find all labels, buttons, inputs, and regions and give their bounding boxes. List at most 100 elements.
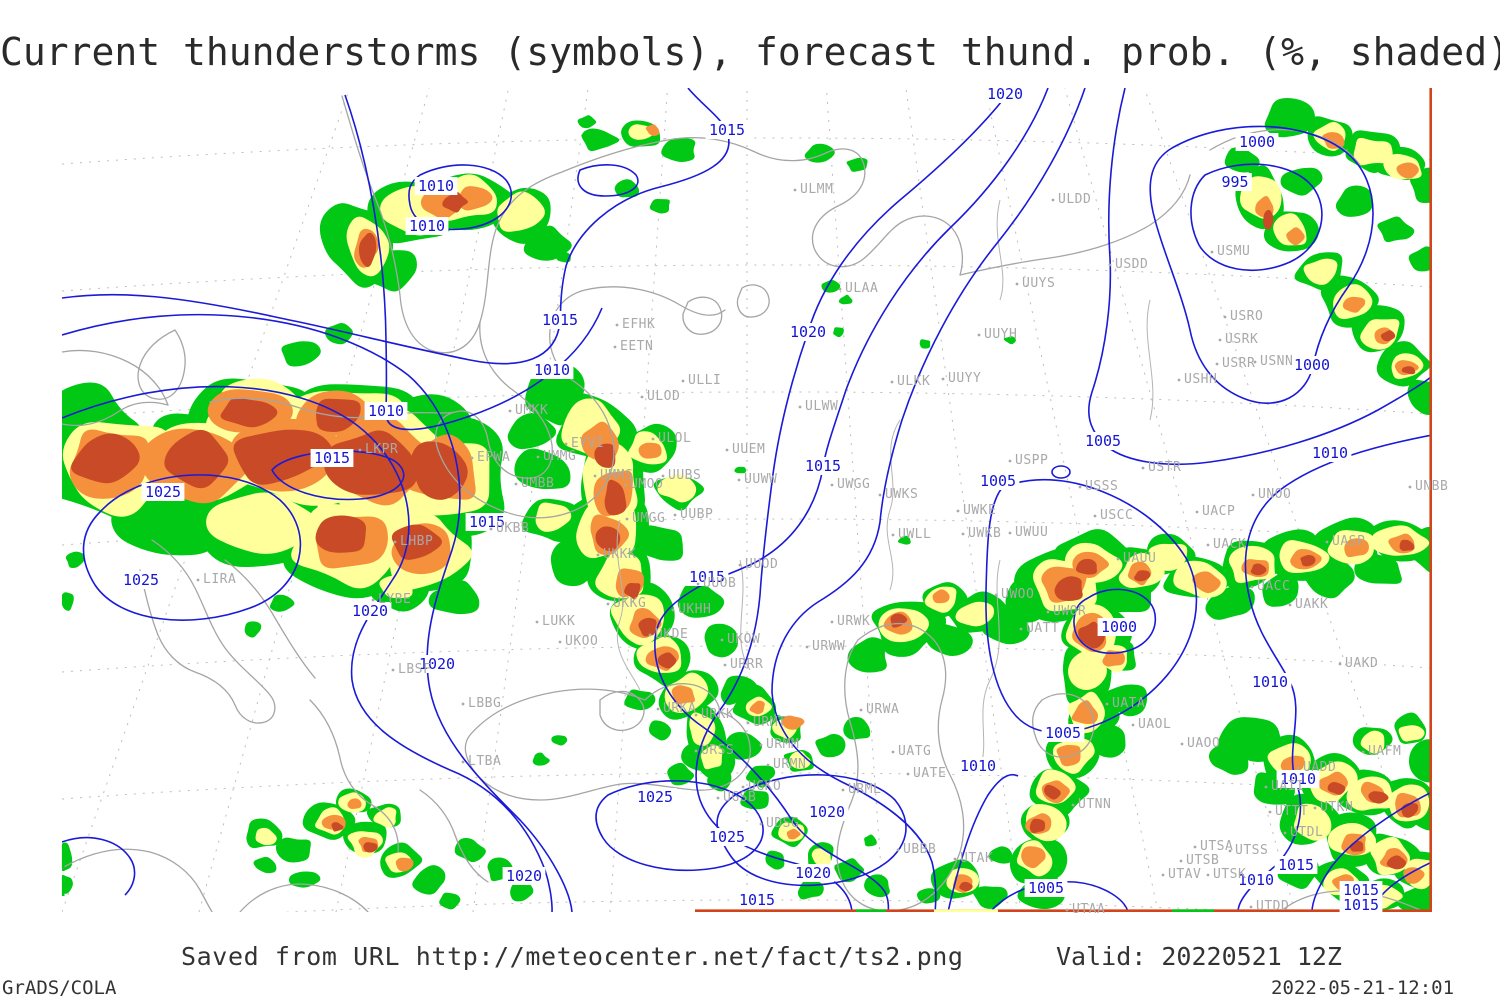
isobar-label-mask — [310, 449, 354, 467]
station-dot — [1288, 603, 1292, 607]
station-label: UAOL — [1138, 717, 1171, 732]
station-dot — [613, 345, 617, 349]
graticule-meridian — [1143, 88, 1432, 912]
coastline-aral — [1031, 693, 1095, 758]
lake-onega — [736, 284, 770, 318]
isobar-1005-south-loop — [985, 479, 1198, 734]
station-label: UUYH — [984, 327, 1017, 342]
station-dot — [1264, 785, 1268, 789]
station-label: LBSF — [398, 662, 431, 677]
prob-shading-green — [281, 341, 321, 367]
station-label: ULMM — [800, 182, 833, 197]
isobar-value-label: 1015 — [469, 513, 505, 531]
station-dot — [891, 533, 895, 537]
prob-shading-yellow — [1398, 725, 1425, 742]
isobar-label-mask — [1248, 673, 1292, 691]
station-dot — [805, 645, 809, 649]
prob-shading-green — [62, 874, 73, 894]
station-dot — [558, 640, 562, 644]
isobar-value-label: 1010 — [1312, 444, 1348, 462]
isobar-995-loop — [1190, 163, 1323, 272]
isobar-value-label: 1005 — [980, 472, 1016, 490]
prob-shading-red — [331, 822, 344, 832]
station-label: UGSB — [723, 790, 756, 805]
station-label: UMKK — [515, 403, 548, 418]
station-dot — [615, 323, 619, 327]
isobar-label-mask — [119, 571, 163, 589]
station-dot — [694, 749, 698, 753]
prob-shading-orange — [1021, 846, 1046, 869]
station-label: UTTT — [1275, 804, 1308, 819]
coastline-crimea — [599, 690, 645, 731]
prob-shading-green — [1354, 553, 1402, 584]
isobar-label-mask — [465, 513, 509, 531]
prob-shading-red — [1399, 539, 1415, 552]
river-ural — [979, 559, 1001, 771]
prob-shading-red — [1134, 570, 1151, 582]
coastline-greece — [309, 699, 399, 853]
isobar-label-mask — [141, 483, 185, 501]
station-dot — [371, 598, 375, 602]
prob-shading-green — [667, 762, 695, 786]
isobar-value-label: 1020 — [795, 864, 831, 882]
station-dot — [1249, 905, 1253, 909]
station-label: UAKD — [1345, 656, 1378, 671]
station-dot — [696, 582, 700, 586]
station-label: UKOO — [565, 634, 598, 649]
station-dot — [606, 602, 610, 606]
prob-shading-orange — [1396, 162, 1419, 179]
station-label: UUEM — [732, 442, 765, 457]
prob-shading-green — [864, 834, 877, 847]
station-dot — [953, 857, 957, 861]
station-dot — [1108, 263, 1112, 267]
station-label: ULOL — [658, 431, 691, 446]
prob-shading-green — [988, 846, 1013, 864]
station-dot — [596, 553, 600, 557]
station-dot — [1177, 378, 1181, 382]
isobar-label-mask — [685, 568, 729, 586]
prob-shading-red — [1368, 791, 1389, 804]
station-label: USTR — [1148, 460, 1181, 475]
station-label: ULKK — [897, 374, 930, 389]
station-dot — [564, 442, 568, 446]
isobar-label-mask — [633, 788, 677, 806]
station-label: USSS — [1085, 479, 1118, 494]
isobar-value-label: 1005 — [1085, 432, 1121, 450]
prob-shading-green — [1396, 885, 1432, 912]
prob-shading-green — [577, 115, 597, 129]
station-dot — [1116, 557, 1120, 561]
prob-shading-red — [1300, 554, 1316, 567]
station-label: URKA — [663, 701, 696, 716]
station-label: LUKK — [542, 614, 575, 629]
prob-shading-red — [233, 429, 333, 485]
prob-shading-green — [1408, 739, 1432, 783]
coastline-white-sea — [667, 137, 1191, 276]
isobar-label-mask — [348, 602, 392, 620]
station-label: UMOO — [630, 477, 663, 492]
station-dot — [1228, 849, 1232, 853]
station-dot — [623, 483, 627, 487]
prob-shading-red — [624, 582, 641, 600]
prob-shading-yellow — [497, 191, 545, 232]
prob-shading-green — [740, 789, 769, 810]
prob-shading-orange — [395, 857, 414, 872]
station-label: EFHK — [622, 317, 655, 332]
station-dot — [716, 796, 720, 800]
prob-shading-green — [556, 252, 571, 263]
station-dot — [977, 333, 981, 337]
isobar-value-label: 1020 — [506, 867, 542, 885]
isobar-value-label: 1015 — [689, 568, 725, 586]
isobar-value-label: 1015 — [805, 457, 841, 475]
isobar-value-label: 1025 — [145, 483, 181, 501]
station-label: USRR — [1222, 356, 1255, 371]
isobar-value-label: 1020 — [352, 602, 388, 620]
isobar-value-label: 1025 — [637, 788, 673, 806]
prob-shading-green — [1224, 147, 1260, 173]
station-dot — [514, 482, 518, 486]
prob-shading-green — [454, 837, 486, 863]
prob-shading-red — [1029, 818, 1046, 834]
prob-shading-red — [1386, 855, 1407, 870]
station-dot — [994, 593, 998, 597]
isobar-label-mask — [791, 864, 835, 882]
station-dot — [489, 527, 493, 531]
